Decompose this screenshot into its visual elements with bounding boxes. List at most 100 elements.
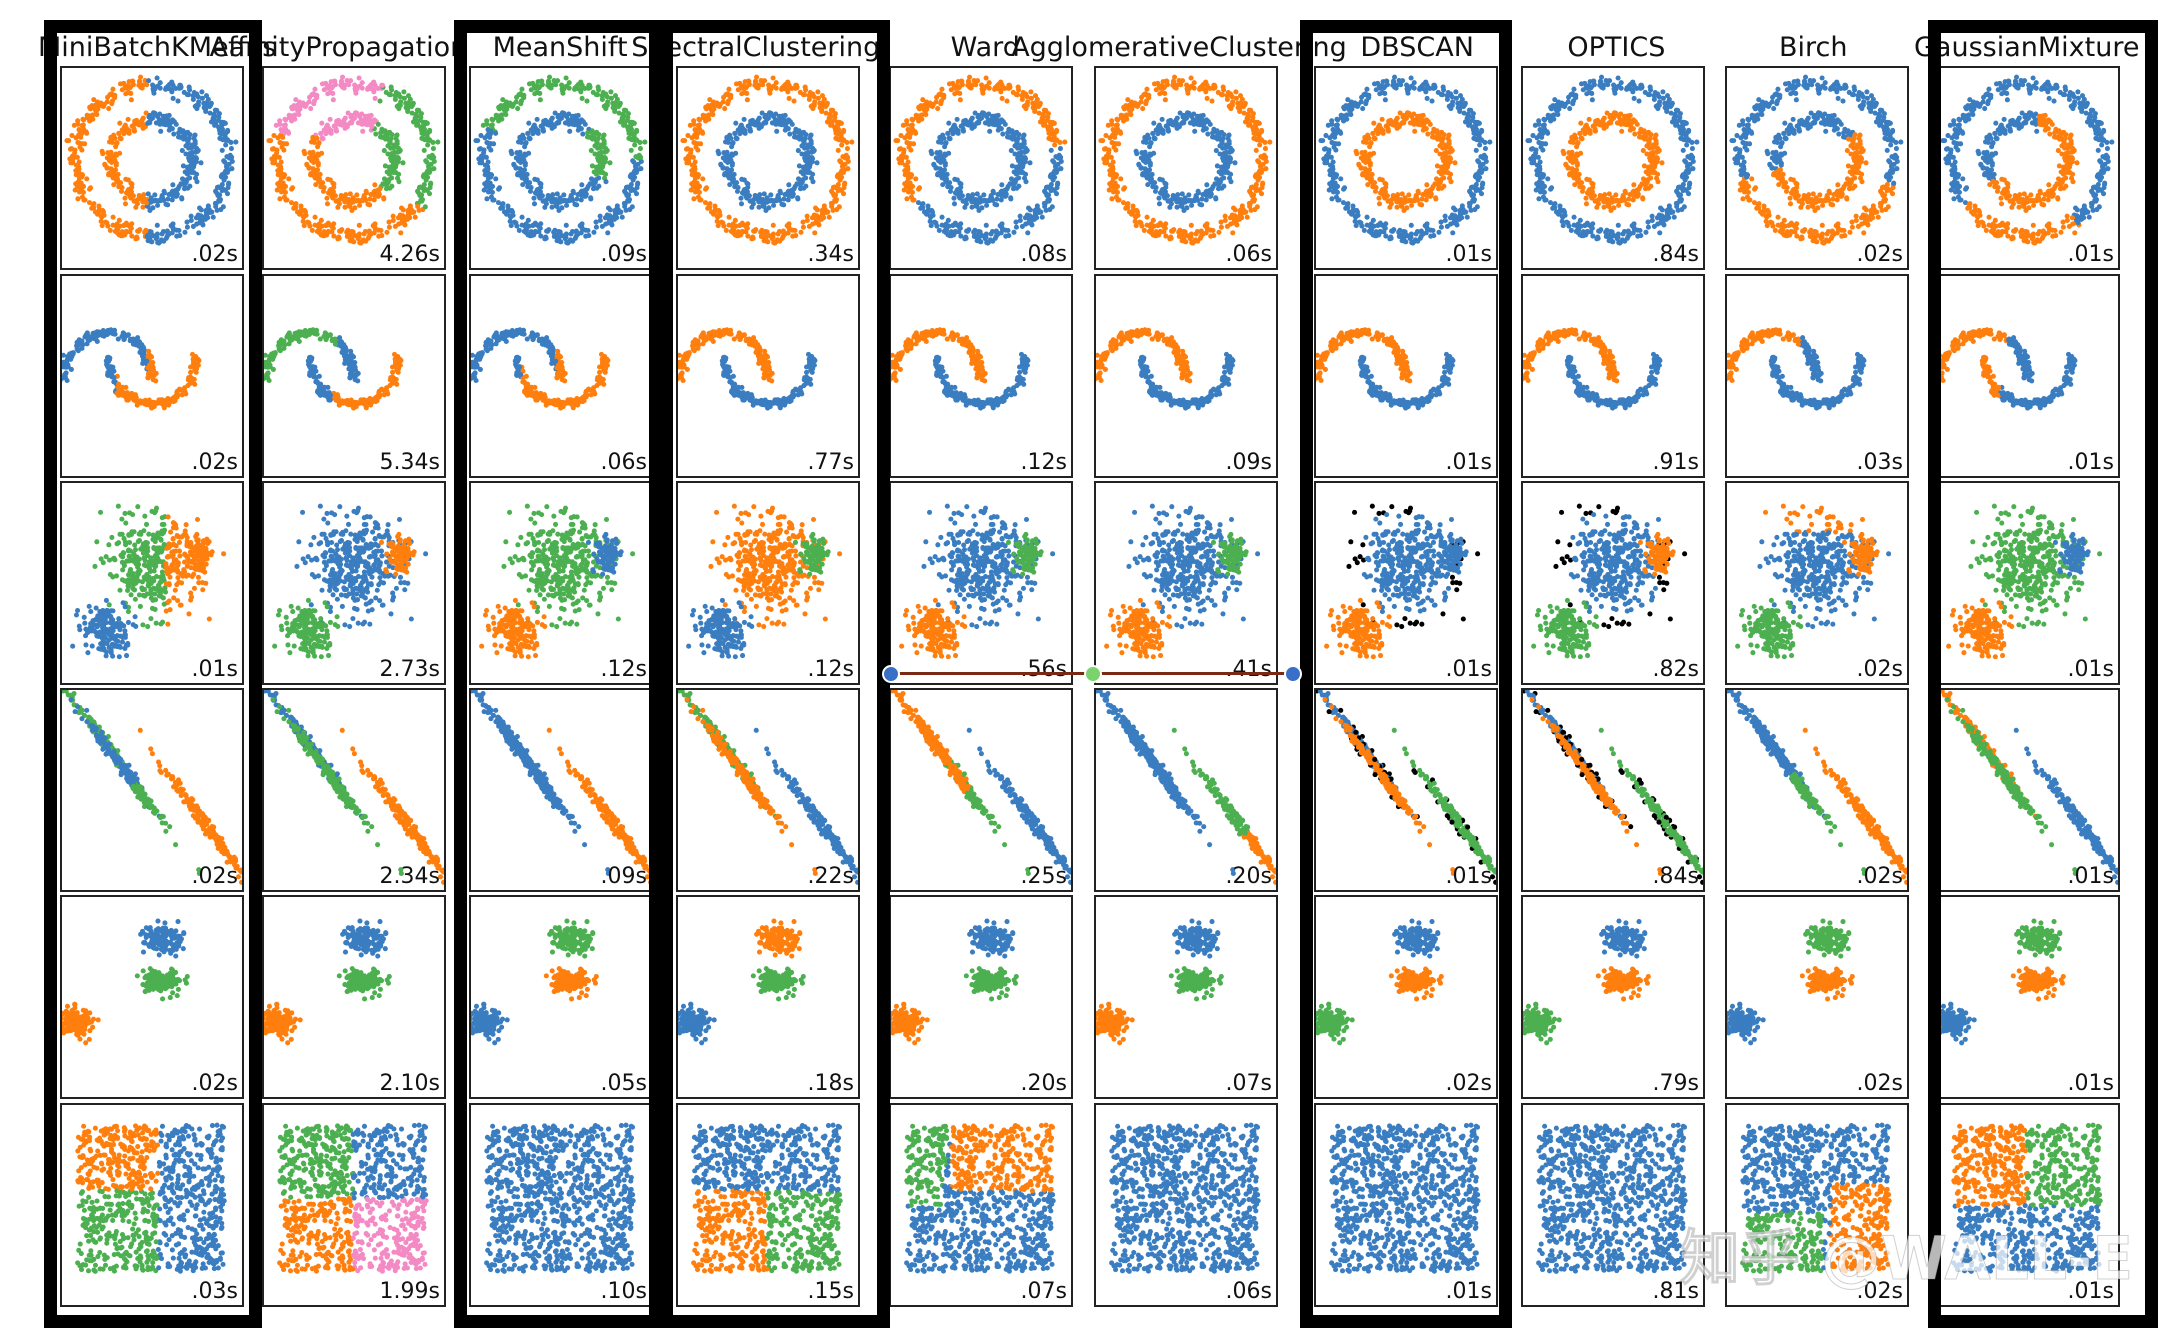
data-point: [140, 968, 146, 974]
data-point: [307, 370, 313, 376]
data-point: [201, 1240, 207, 1246]
data-point: [317, 336, 323, 342]
data-point: [224, 154, 230, 160]
data-point: [348, 574, 354, 580]
data-point: [128, 84, 134, 90]
data-point: [157, 590, 163, 596]
data-point: [174, 567, 180, 573]
data-point: [88, 1148, 94, 1154]
data-point: [132, 596, 138, 602]
data-point: [209, 209, 215, 215]
data-point: [369, 123, 375, 130]
data-point: [154, 808, 160, 814]
data-point: [107, 626, 113, 632]
data-point: [96, 206, 102, 212]
data-point: [133, 1215, 139, 1222]
data-point: [122, 604, 128, 610]
data-point: [122, 1190, 128, 1196]
data-point: [119, 639, 125, 645]
data-point: [332, 78, 338, 84]
data-point: [162, 986, 169, 992]
data-point: [196, 558, 202, 564]
data-point: [219, 1174, 225, 1181]
runtime-label: 4.26s: [380, 243, 440, 267]
data-point: [144, 82, 150, 88]
data-point: [196, 546, 202, 552]
data-point: [140, 949, 147, 955]
data-point: [123, 91, 129, 97]
data-point: [177, 1142, 183, 1148]
data-point: [134, 400, 141, 406]
data-point: [196, 230, 202, 236]
data-point: [278, 159, 284, 165]
data-point: [75, 196, 81, 202]
data-point: [356, 198, 362, 204]
data-point: [174, 1180, 181, 1186]
runtime-label: .01s: [192, 658, 238, 682]
data-point: [118, 136, 124, 142]
data-point: [336, 400, 343, 406]
data-point: [62, 1016, 64, 1022]
data-point: [156, 397, 162, 403]
data-point: [301, 148, 307, 154]
data-point: [161, 1161, 167, 1167]
data-point: [219, 181, 225, 188]
data-point: [169, 197, 175, 203]
data-point: [324, 201, 331, 207]
data-point: [186, 803, 193, 809]
data-point: [93, 1153, 99, 1159]
data-point: [219, 147, 225, 153]
data-point: [378, 130, 384, 136]
data-point: [286, 130, 292, 136]
data-point: [186, 155, 192, 161]
data-point: [201, 1209, 207, 1215]
data-point: [182, 559, 188, 565]
data-point: [423, 551, 429, 557]
data-point: [185, 1225, 191, 1231]
data-point: [382, 136, 389, 142]
data-point: [153, 508, 159, 514]
data-point: [371, 230, 377, 236]
data-point: [372, 117, 378, 123]
data-point: [144, 1248, 150, 1254]
data-point: [125, 583, 131, 589]
data-point: [183, 980, 189, 986]
data-point: [396, 516, 403, 523]
data-point: [110, 214, 116, 220]
data-point: [175, 560, 181, 566]
data-point: [139, 579, 145, 585]
data-point: [181, 1146, 187, 1152]
data-point: [161, 530, 167, 536]
data-point: [213, 1155, 219, 1161]
data-point: [103, 1126, 109, 1132]
data-point: [394, 103, 400, 109]
data-point: [173, 85, 179, 92]
data-point: [151, 88, 157, 94]
data-point: [353, 88, 359, 94]
data-point: [176, 539, 183, 545]
data-point: [368, 545, 374, 551]
data-point: [154, 198, 160, 204]
data-point: [187, 1199, 193, 1205]
data-point: [210, 1142, 216, 1148]
data-point: [158, 128, 164, 134]
data-point: [294, 102, 300, 108]
data-point: [136, 228, 142, 234]
data-point: [122, 83, 128, 89]
data-point: [305, 358, 311, 364]
data-point: [346, 82, 352, 88]
data-point: [143, 1136, 149, 1142]
data-point: [305, 554, 311, 560]
data-point: [81, 117, 87, 123]
data-point: [381, 195, 387, 201]
data-point: [354, 591, 360, 597]
data-point: [380, 602, 386, 608]
data-point: [327, 609, 333, 615]
data-point: [286, 115, 292, 121]
data-point: [166, 541, 172, 547]
data-point: [90, 1016, 97, 1022]
data-point: [176, 1215, 182, 1221]
data-point: [62, 1010, 66, 1016]
data-point: [123, 1258, 129, 1264]
data-point: [384, 528, 390, 534]
